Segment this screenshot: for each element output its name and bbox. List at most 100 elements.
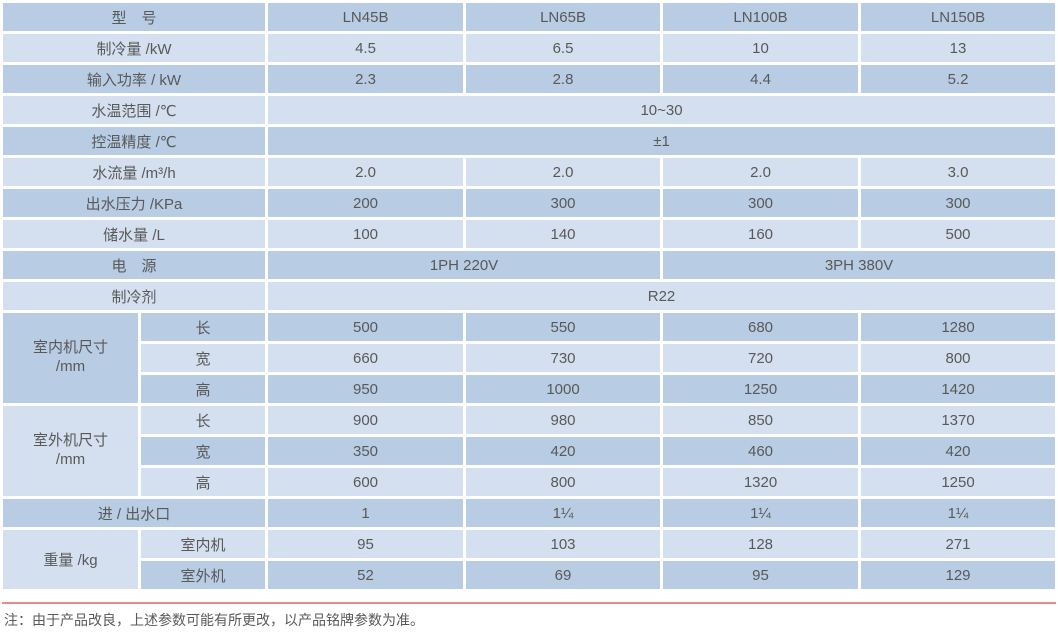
outdoor-size-width-value: 350 [268,437,464,465]
weight-outdoor-value: 95 [663,561,859,589]
indoor-size-label: 室内机尺寸 /mm [3,313,138,403]
power-supply-right: 3PH 380V [663,251,1056,279]
water-storage-value: 160 [663,220,859,248]
note-divider [2,602,1056,604]
weight-outdoor-value: 52 [268,561,464,589]
model-name: LN150B [861,3,1056,31]
indoor-size-width-value: 730 [466,344,661,372]
indoor-size-height-value: 1000 [466,375,661,403]
row-weight-outdoor: 室外机 52 69 95 129 [3,561,1056,589]
temp-control-accuracy-label: 控温精度 /℃ [3,127,266,155]
row-indoor-size-length: 室内机尺寸 /mm 长 500 550 680 1280 [3,313,1056,403]
cooling-capacity-value: 6.5 [466,34,661,62]
cooling-capacity-label: 制冷量 /kW [3,34,266,62]
outlet-pressure-value: 300 [663,189,859,217]
row-water-storage: 储水量 /L 100 140 160 500 [3,220,1056,248]
indoor-size-height-value: 950 [268,375,464,403]
inlet-outlet-value: 1¼ [466,499,661,527]
outdoor-size-width-value: 460 [663,437,859,465]
row-water-temp-range: 水温范围 /℃ 10~30 [3,96,1056,124]
row-inlet-outlet: 进 / 出水口 1 1¼ 1¼ 1¼ [3,499,1056,527]
model-name: LN100B [663,3,859,31]
indoor-size-width-label: 宽 [141,344,266,372]
inlet-outlet-value: 1¼ [663,499,859,527]
row-cooling-capacity: 制冷量 /kW 4.5 6.5 10 13 [3,34,1056,62]
row-input-power: 输入功率 / kW 2.3 2.8 4.4 5.2 [3,65,1056,93]
indoor-size-width-value: 720 [663,344,859,372]
power-supply-label: 电 源 [3,251,266,279]
outdoor-size-length-value: 980 [466,406,661,434]
water-storage-value: 100 [268,220,464,248]
temp-control-accuracy-value: ±1 [268,127,1056,155]
row-outlet-pressure: 出水压力 /KPa 200 300 300 300 [3,189,1056,217]
outlet-pressure-label: 出水压力 /KPa [3,189,266,217]
row-indoor-size-width: 宽 660 730 720 800 [3,344,1056,372]
water-flow-value: 3.0 [861,158,1056,186]
weight-indoor-value: 103 [466,530,661,558]
outdoor-size-label: 室外机尺寸 /mm [3,406,138,496]
input-power-value: 2.3 [268,65,464,93]
outlet-pressure-value: 300 [861,189,1056,217]
row-refrigerant: 制冷剂 R22 [3,282,1056,310]
outdoor-size-height-value: 800 [466,468,661,496]
indoor-size-height-value: 1420 [861,375,1056,403]
row-weight-indoor: 重量 /kg 室内机 95 103 128 271 [3,530,1056,589]
row-model: 型 号 LN45B LN65B LN100B LN150B [3,3,1056,31]
spec-table: 型 号 LN45B LN65B LN100B LN150B 制冷量 /kW 4.… [3,3,1056,589]
outdoor-size-width-value: 420 [861,437,1056,465]
weight-indoor-value: 128 [663,530,859,558]
water-temp-range-value: 10~30 [268,96,1056,124]
inlet-outlet-value: 1 [268,499,464,527]
outdoor-size-length-value: 900 [268,406,464,434]
weight-indoor-value: 271 [861,530,1056,558]
weight-outdoor-value: 129 [861,561,1056,589]
indoor-size-length-value: 680 [663,313,859,341]
water-storage-value: 500 [861,220,1056,248]
indoor-size-length-value: 1280 [861,313,1056,341]
refrigerant-value: R22 [268,282,1056,310]
weight-indoor-label: 室内机 [141,530,266,558]
outdoor-size-length-value: 1370 [861,406,1056,434]
indoor-size-width-value: 660 [268,344,464,372]
cooling-capacity-value: 10 [663,34,859,62]
indoor-size-height-label: 高 [141,375,266,403]
refrigerant-label: 制冷剂 [3,282,266,310]
input-power-value: 2.8 [466,65,661,93]
inlet-outlet-label: 进 / 出水口 [3,499,266,527]
weight-indoor-value: 95 [268,530,464,558]
water-storage-label: 储水量 /L [3,220,266,248]
cooling-capacity-value: 13 [861,34,1056,62]
input-power-label: 输入功率 / kW [3,65,266,93]
outdoor-size-width-value: 420 [466,437,661,465]
row-outdoor-size-width: 宽 350 420 460 420 [3,437,1056,465]
water-flow-label: 水流量 /m³/h [3,158,266,186]
indoor-size-length-value: 500 [268,313,464,341]
indoor-size-length-value: 550 [466,313,661,341]
power-supply-left: 1PH 220V [268,251,661,279]
outdoor-size-height-value: 1320 [663,468,859,496]
outlet-pressure-value: 300 [466,189,661,217]
row-power-supply: 电 源 1PH 220V 3PH 380V [3,251,1056,279]
model-name: LN45B [268,3,464,31]
row-water-flow: 水流量 /m³/h 2.0 2.0 2.0 3.0 [3,158,1056,186]
outdoor-size-height-value: 600 [268,468,464,496]
input-power-value: 4.4 [663,65,859,93]
cooling-capacity-value: 4.5 [268,34,464,62]
row-outdoor-size-height: 高 600 800 1320 1250 [3,468,1056,496]
water-flow-value: 2.0 [663,158,859,186]
model-name: LN65B [466,3,661,31]
indoor-size-length-label: 长 [141,313,266,341]
outdoor-size-length-value: 850 [663,406,859,434]
row-indoor-size-height: 高 950 1000 1250 1420 [3,375,1056,403]
water-temp-range-label: 水温范围 /℃ [3,96,266,124]
water-flow-value: 2.0 [268,158,464,186]
outdoor-size-length-label: 长 [141,406,266,434]
row-temp-control-accuracy: 控温精度 /℃ ±1 [3,127,1056,155]
water-flow-value: 2.0 [466,158,661,186]
indoor-size-height-value: 1250 [663,375,859,403]
input-power-value: 5.2 [861,65,1056,93]
footnote: 注：由于产品改良，上述参数可能有所更改，以产品铭牌参数为准。 [4,612,424,628]
indoor-size-width-value: 800 [861,344,1056,372]
weight-outdoor-value: 69 [466,561,661,589]
water-storage-value: 140 [466,220,661,248]
